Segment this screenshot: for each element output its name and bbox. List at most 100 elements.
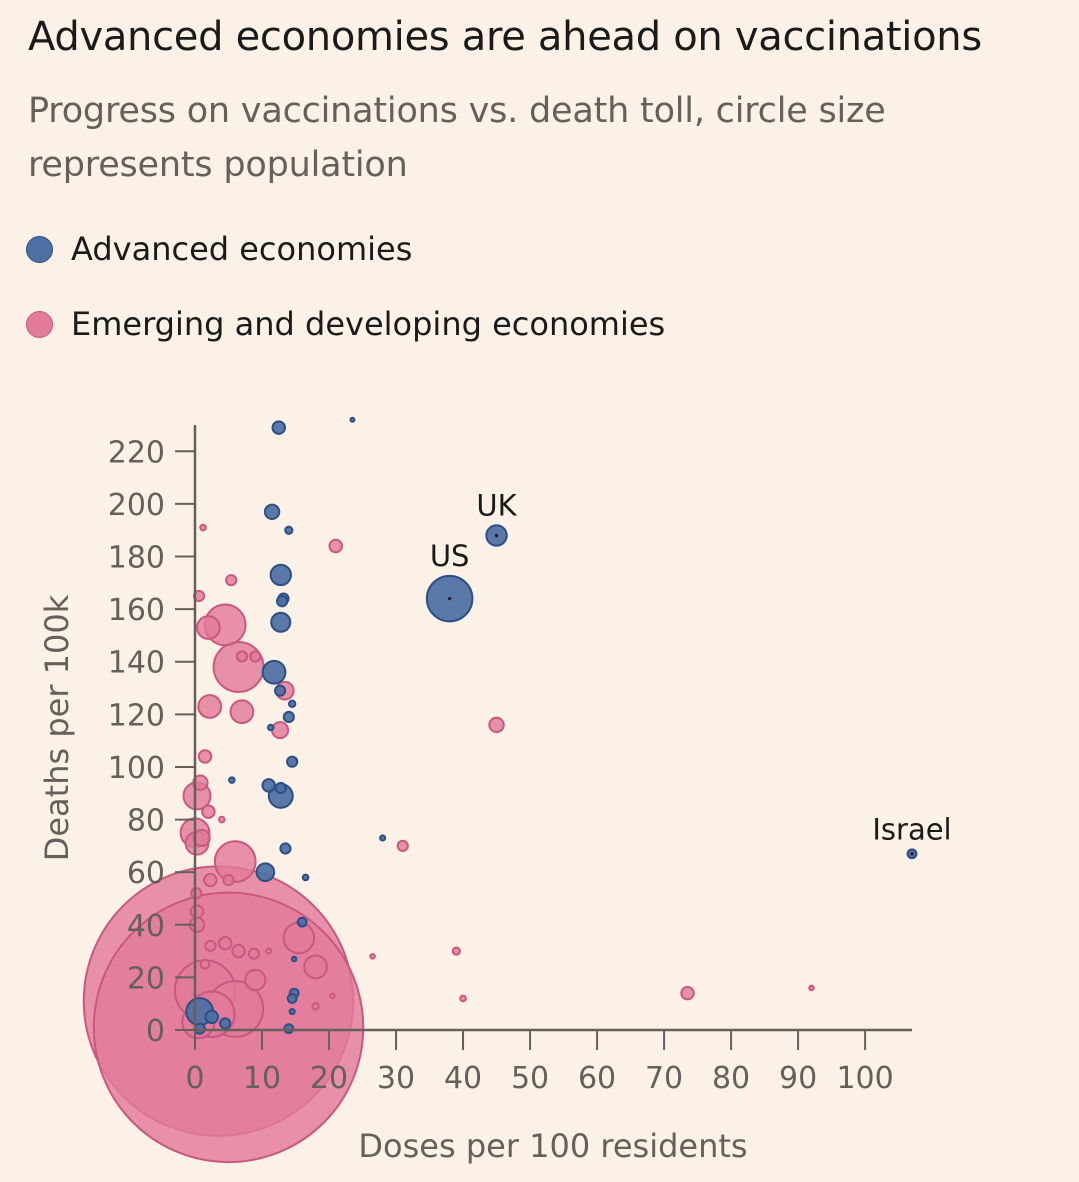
y-tick-label: 120: [108, 698, 165, 733]
point-advanced: [284, 525, 294, 535]
point-emerging: [229, 699, 255, 725]
x-tick-label: 30: [377, 1061, 415, 1096]
point-advanced: [290, 955, 298, 963]
point-advanced: [287, 699, 297, 709]
chart-title: Advanced economies are ahead on vaccinat…: [28, 14, 982, 60]
point-advanced: [288, 1008, 296, 1016]
point-advanced: [204, 1009, 219, 1025]
y-tick-label: 80: [127, 804, 165, 839]
point-label: Israel: [872, 812, 951, 846]
legend-item-advanced[interactable]: Advanced economies: [26, 230, 412, 268]
point-emerging: [222, 873, 235, 887]
point-advanced: [261, 778, 276, 793]
legend-label-emerging: Emerging and developing economies: [71, 305, 666, 343]
x-tick-label: 70: [645, 1061, 683, 1096]
point-emerging: [396, 839, 409, 852]
y-tick-label: 180: [108, 541, 165, 576]
point-center-dot: [448, 597, 452, 601]
point-emerging: [271, 721, 290, 740]
axes-layer: 0 20 40 60 80 100 120 140 160 180 200 220 0 10 20 30 40 5…: [108, 425, 912, 1096]
point-advanced: [271, 420, 286, 435]
x-tick-label: 10: [243, 1061, 281, 1096]
bubbles-layer: [82, 416, 918, 1164]
point-advanced: [301, 873, 310, 882]
point-emerging: [282, 921, 316, 955]
point-emerging: [225, 574, 238, 587]
point-emerging: [329, 992, 336, 1000]
point-advanced: [263, 503, 281, 521]
y-tick-label: 140: [108, 646, 165, 681]
point-emerging: [303, 954, 329, 980]
chart-subtitle: Progress on vaccinations vs. death toll,…: [28, 91, 886, 185]
legend-label-advanced: Advanced economies: [71, 230, 413, 268]
point-emerging: [201, 804, 216, 819]
point-advanced: [279, 842, 292, 855]
y-tick-label: 60: [127, 856, 165, 891]
x-tick-label: 50: [511, 1061, 549, 1096]
point-emerging: [204, 939, 217, 952]
point-emerging: [192, 828, 211, 848]
point-emerging: [265, 947, 273, 955]
x-tick-label: 20: [310, 1061, 348, 1096]
point-emerging: [231, 943, 246, 959]
point-emerging: [213, 840, 257, 884]
point-advanced: [379, 834, 387, 842]
point-emerging: [197, 749, 213, 764]
y-tick-label: 160: [108, 593, 165, 628]
point-advanced: [349, 416, 356, 423]
point-emerging: [247, 947, 261, 960]
y-tick-label: 0: [146, 1014, 165, 1049]
point-emerging: [196, 615, 221, 640]
point-emerging: [199, 523, 207, 532]
point-emerging: [190, 887, 203, 900]
point-advanced: [276, 595, 289, 608]
point-advanced: [282, 710, 295, 724]
point-advanced: [261, 659, 287, 685]
point-label: US: [430, 539, 470, 573]
point-advanced: [286, 755, 299, 768]
point-emerging: [451, 946, 461, 956]
y-tick-label: 200: [108, 488, 165, 523]
point-advanced: [296, 916, 308, 928]
point-emerging: [459, 994, 467, 1003]
point-advanced: [228, 776, 236, 784]
point-emerging: [249, 650, 262, 663]
point-advanced: [266, 723, 275, 732]
point-emerging: [218, 815, 226, 824]
point-label: UK: [476, 488, 517, 522]
point-emerging: [808, 984, 815, 992]
point-emerging: [192, 774, 209, 791]
point-emerging: [244, 968, 267, 992]
point-emerging: [217, 935, 233, 951]
y-tick-label: 100: [108, 751, 165, 786]
x-tick-label: 90: [779, 1061, 817, 1096]
x-tick-label: 0: [185, 1061, 204, 1096]
point-emerging: [189, 904, 205, 919]
y-axis-label: Deaths per 100k: [38, 594, 76, 861]
point-emerging: [197, 694, 223, 719]
point-advanced: [270, 611, 292, 633]
legend-swatch-emerging: [26, 310, 53, 338]
point-advanced: [219, 1017, 232, 1030]
point-advanced: [269, 563, 292, 587]
x-tick-label: 60: [578, 1061, 616, 1096]
x-tick-label: 80: [712, 1061, 750, 1096]
point-emerging: [369, 953, 376, 960]
y-tick-label: 40: [127, 909, 165, 944]
point-emerging: [199, 958, 211, 970]
point-emerging: [328, 538, 343, 554]
point-emerging: [311, 1002, 320, 1011]
x-tick-label: 40: [444, 1061, 482, 1096]
point-emerging: [680, 985, 695, 1001]
x-axis-label: Doses per 100 residents: [358, 1127, 747, 1165]
point-advanced: [286, 993, 298, 1004]
legend-item-emerging[interactable]: Emerging and developing economies: [26, 305, 665, 343]
x-tick-label: 100: [836, 1061, 893, 1096]
y-tick-label: 20: [127, 961, 165, 996]
legend-swatch-advanced: [26, 235, 53, 263]
point-advanced: [274, 684, 287, 697]
point-emerging: [235, 650, 248, 663]
point-advanced: [255, 862, 276, 882]
